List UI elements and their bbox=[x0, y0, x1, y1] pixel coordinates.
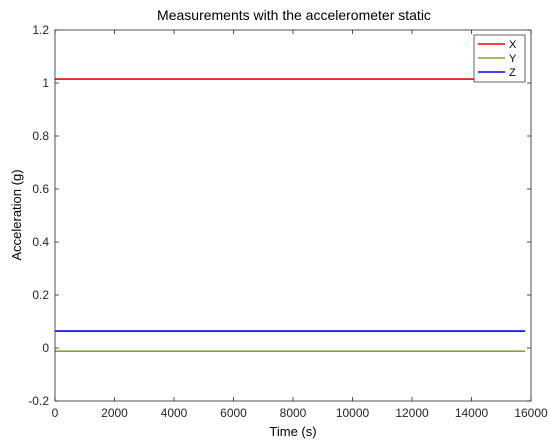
y-tick-label: 1.2 bbox=[32, 23, 49, 37]
series-layer bbox=[55, 78, 526, 352]
x-axis-label: Time (s) bbox=[269, 424, 316, 439]
x-tick-label: 2000 bbox=[101, 406, 128, 420]
y-tick-label: 0.4 bbox=[32, 235, 49, 249]
x-axis-ticks: 0 2000 4000 6000 8000 10000 12000 14000 16000 bbox=[52, 30, 548, 420]
y-tick-label: 1 bbox=[42, 76, 49, 90]
y-axis-label: Acceleration (g) bbox=[9, 169, 24, 260]
x-tick-label: 4000 bbox=[161, 406, 188, 420]
y-tick-label: 0 bbox=[42, 341, 49, 355]
plot-area bbox=[55, 30, 531, 401]
x-tick-label: 6000 bbox=[220, 406, 247, 420]
legend-label-x: X bbox=[509, 39, 517, 51]
chart-title: Measurements with the accelerometer stat… bbox=[157, 7, 431, 23]
legend: XYZ bbox=[473, 34, 526, 83]
x-tick-label: 12000 bbox=[395, 406, 429, 420]
y-tick-label: 0.8 bbox=[32, 129, 49, 143]
x-tick-label: 0 bbox=[52, 406, 59, 420]
y-tick-label: -0.2 bbox=[28, 394, 49, 408]
legend-label-z: Z bbox=[509, 67, 516, 79]
x-tick-label: 16000 bbox=[514, 406, 548, 420]
legend-label-y: Y bbox=[509, 53, 517, 65]
x-tick-label: 10000 bbox=[336, 406, 370, 420]
y-axis-ticks: -0.2 0 0.2 0.4 0.6 0.8 1 1.2 bbox=[28, 23, 531, 408]
x-tick-label: 14000 bbox=[455, 406, 489, 420]
x-tick-label: 8000 bbox=[280, 406, 307, 420]
y-tick-label: 0.6 bbox=[32, 182, 49, 196]
y-tick-label: 0.2 bbox=[32, 288, 49, 302]
